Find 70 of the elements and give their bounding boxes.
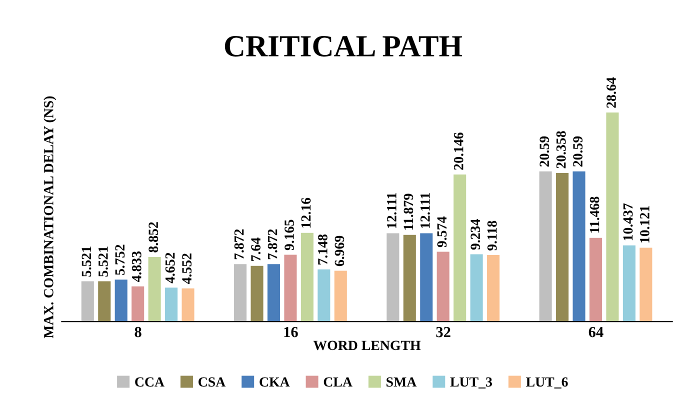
bar	[334, 270, 347, 322]
bar	[539, 171, 552, 322]
data-label: 8.852	[148, 222, 158, 252]
bar	[589, 238, 602, 322]
bar	[114, 280, 128, 322]
data-label: 9.118	[487, 220, 497, 250]
x-axis-title: WORD LENGTH	[313, 340, 421, 350]
data-label: 12.111	[387, 193, 396, 228]
data-label: 9.165	[284, 220, 294, 250]
data-label: 9.574	[437, 216, 447, 248]
data-label: 7.872	[234, 229, 244, 260]
bar	[420, 233, 433, 322]
data-label: 20.59	[573, 136, 583, 167]
bar	[81, 281, 94, 322]
data-label: 5.521	[98, 246, 108, 277]
data-label: 12.16	[301, 198, 311, 228]
bar	[98, 281, 111, 322]
data-label: 10.121	[640, 206, 650, 242]
bar	[267, 264, 280, 322]
bar	[606, 112, 619, 322]
data-label: 10.437	[623, 203, 633, 240]
bar	[622, 245, 636, 322]
bar	[556, 173, 569, 322]
bar	[487, 255, 500, 322]
legend-label: LUT_6	[526, 377, 568, 388]
bar	[454, 174, 466, 322]
bar	[284, 254, 297, 322]
bar	[165, 288, 178, 322]
legend-label: CLA	[324, 377, 352, 387]
data-label: 28.64	[606, 77, 616, 108]
bar	[403, 234, 416, 322]
data-label: 7.148	[318, 234, 328, 264]
data-label: 5.521	[82, 246, 92, 277]
data-label: 12.111	[420, 193, 430, 228]
bar	[386, 233, 400, 322]
bar	[234, 264, 247, 322]
x-tick-label: 32	[436, 326, 450, 338]
y-axis-title: MAX. COMBINATIONAL DELAY (NS)	[44, 96, 56, 338]
bar	[640, 248, 652, 322]
data-label: 20.358	[556, 131, 566, 168]
legend-label: CKA	[260, 377, 290, 387]
bar	[470, 254, 483, 322]
data-label: 20.59	[540, 136, 550, 167]
data-label: 7.872	[268, 229, 278, 260]
legend-label: CCA	[135, 377, 164, 387]
legend-label: SMA	[386, 377, 417, 387]
legend-label: CSA	[198, 377, 226, 387]
data-label: 4.552	[182, 254, 192, 284]
x-tick-label: 8	[134, 326, 142, 338]
x-tick-label: 16	[284, 326, 298, 338]
data-label: 6.969	[334, 236, 344, 266]
legend-label: LUT_3	[450, 377, 492, 388]
bar	[572, 171, 586, 322]
data-label: 11.879	[404, 194, 414, 230]
bar	[436, 252, 450, 322]
data-label: 7.64	[251, 238, 261, 261]
data-label: 9.234	[470, 219, 480, 250]
data-label: 4.833	[132, 251, 142, 282]
bar	[250, 266, 264, 322]
data-label: 5.752	[115, 244, 125, 275]
bar	[148, 256, 161, 322]
chart-title: CRITICAL PATH	[224, 36, 462, 57]
bar	[300, 232, 314, 322]
bar	[318, 269, 330, 322]
data-label: 11.468	[590, 196, 600, 233]
data-label: 20.146	[454, 132, 464, 170]
bar	[182, 288, 194, 322]
data-label: 4.652	[165, 252, 175, 284]
x-tick-label: 64	[588, 326, 604, 338]
bar	[132, 286, 144, 322]
